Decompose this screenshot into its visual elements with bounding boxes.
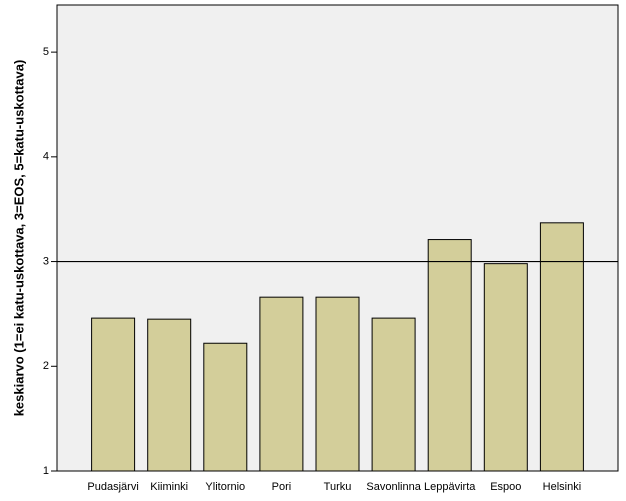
x-tick-label: Helsinki [543,481,582,493]
bar [371,317,416,472]
y-axis-title: keskiarvo (1=ei katu-uskottava, 3=EOS, 5… [11,60,26,417]
bar [427,239,472,472]
y-tick-label: 3 [43,255,49,267]
x-tick-label: Turku [324,481,352,493]
x-tick-label: Espoo [490,481,521,493]
y-tick-label: 2 [43,360,49,372]
x-tick-label: Pori [272,481,292,493]
x-tick-label: Pudasjärvi [87,481,138,493]
bar [91,317,136,472]
bar [203,342,248,472]
bar [259,296,304,472]
bar [147,318,192,472]
bar [315,296,360,472]
y-tick-label: 4 [43,151,49,163]
bar [483,263,528,472]
y-tick-label: 5 [43,46,49,58]
x-tick-label: Savonlinna [366,481,421,493]
x-tick-label: Ylitornio [205,481,245,493]
x-tick-label: Kiiminki [150,481,188,493]
bar [539,222,584,472]
x-tick-label: Leppävirta [424,481,476,493]
y-tick-label: 1 [43,465,49,477]
